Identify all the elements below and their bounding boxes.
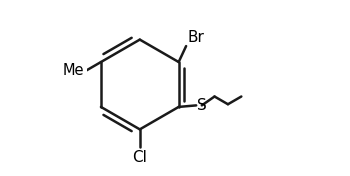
Text: Cl: Cl: [132, 150, 147, 165]
Text: S: S: [197, 98, 207, 113]
Text: Br: Br: [188, 30, 205, 45]
Text: Me: Me: [62, 63, 84, 78]
